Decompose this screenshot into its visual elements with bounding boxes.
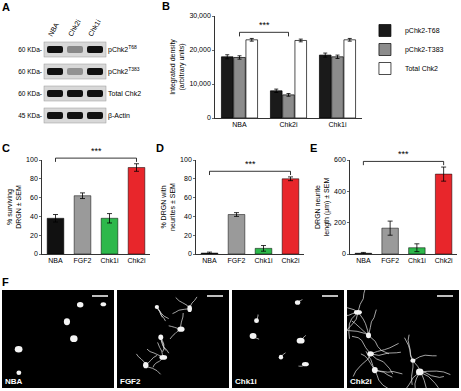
svg-text:Total Chk2: Total Chk2 (405, 65, 438, 72)
svg-text:0: 0 (207, 114, 211, 121)
svg-text:30,000: 30,000 (189, 12, 211, 19)
svg-text:Chk2i: Chk2i (128, 257, 146, 264)
svg-text:60: 60 (184, 194, 192, 201)
svg-text:Chk1i: Chk1i (235, 377, 257, 386)
html-text:E: E (310, 142, 318, 154)
svg-text:45 KDa-: 45 KDa- (18, 112, 42, 119)
svg-text:NBA: NBA (5, 377, 23, 386)
svg-text:***: *** (245, 159, 256, 169)
svg-text:Chk1i: Chk1i (329, 121, 347, 128)
svg-text:% survivingDRGN ± SEM: % survivingDRGN ± SEM (6, 185, 22, 229)
svg-text:20: 20 (30, 232, 38, 239)
svg-text:0: 0 (188, 250, 192, 257)
svg-text:100: 100 (180, 156, 192, 163)
svg-text:200: 200 (334, 219, 346, 226)
svg-text:NBA: NBA (202, 257, 217, 264)
svg-text:0: 0 (342, 250, 346, 257)
svg-text:20,000: 20,000 (189, 46, 211, 53)
svg-text:***: *** (398, 149, 409, 159)
svg-text:Total Chk2: Total Chk2 (108, 90, 141, 97)
svg-text:***: *** (259, 20, 270, 30)
svg-text:NBA: NBA (47, 21, 60, 37)
svg-text:pChk2T68: pChk2T68 (108, 44, 137, 54)
svg-text:20: 20 (184, 232, 192, 239)
svg-text:NBA: NBA (48, 257, 63, 264)
svg-text:Chk2i: Chk2i (282, 257, 300, 264)
svg-text:60 KDa-: 60 KDa- (18, 68, 42, 75)
svg-text:40: 40 (30, 213, 38, 220)
svg-text:60 KDa-: 60 KDa- (18, 90, 42, 97)
svg-text:pChk2-T383: pChk2-T383 (405, 46, 444, 54)
svg-text:Integrated density(arbitrary u: Integrated density(arbitrary units) (169, 39, 186, 95)
svg-text:β-Actin: β-Actin (108, 112, 130, 120)
svg-text:FGF2: FGF2 (381, 257, 399, 264)
svg-text:DRGN neuritelength (μm) ± SEM: DRGN neuritelength (μm) ± SEM (314, 178, 331, 237)
svg-text:NBA: NBA (232, 121, 247, 128)
svg-text:NBA: NBA (356, 257, 371, 264)
html-text:D: D (156, 142, 164, 154)
svg-text:Chk2i: Chk2i (435, 257, 453, 264)
svg-text:80: 80 (30, 175, 38, 182)
svg-text:Chk1i: Chk1i (408, 257, 426, 264)
html-text:C: C (2, 142, 10, 154)
svg-text:100: 100 (26, 156, 38, 163)
svg-text:FGF2: FGF2 (74, 257, 92, 264)
svg-text:10,000: 10,000 (189, 80, 211, 87)
svg-text:0: 0 (34, 250, 38, 257)
svg-text:60 KDa-: 60 KDa- (18, 46, 42, 53)
svg-text:FGF2: FGF2 (228, 257, 246, 264)
svg-text:Chk1i: Chk1i (101, 257, 119, 264)
svg-text:% DRGN withneurites ± SEM: % DRGN withneurites ± SEM (160, 183, 176, 231)
svg-text:***: *** (91, 146, 102, 156)
svg-text:pChk2-T68: pChk2-T68 (405, 27, 440, 35)
svg-text:Chk2i: Chk2i (280, 121, 298, 128)
svg-text:Chk2i: Chk2i (67, 18, 82, 37)
svg-text:FGF2: FGF2 (120, 377, 141, 386)
svg-text:600: 600 (334, 156, 346, 163)
svg-text:80: 80 (184, 175, 192, 182)
svg-text:400: 400 (334, 188, 346, 195)
svg-text:Chk2i: Chk2i (350, 377, 372, 386)
html-text:B: B (162, 0, 170, 12)
svg-text:Chk1i: Chk1i (255, 257, 273, 264)
svg-text:60: 60 (30, 194, 38, 201)
svg-text:pChk2T383: pChk2T383 (108, 66, 140, 76)
svg-text:Chk1i: Chk1i (87, 18, 102, 37)
svg-text:A: A (2, 1, 10, 13)
svg-text:40: 40 (184, 213, 192, 220)
svg-text:F: F (2, 276, 9, 288)
